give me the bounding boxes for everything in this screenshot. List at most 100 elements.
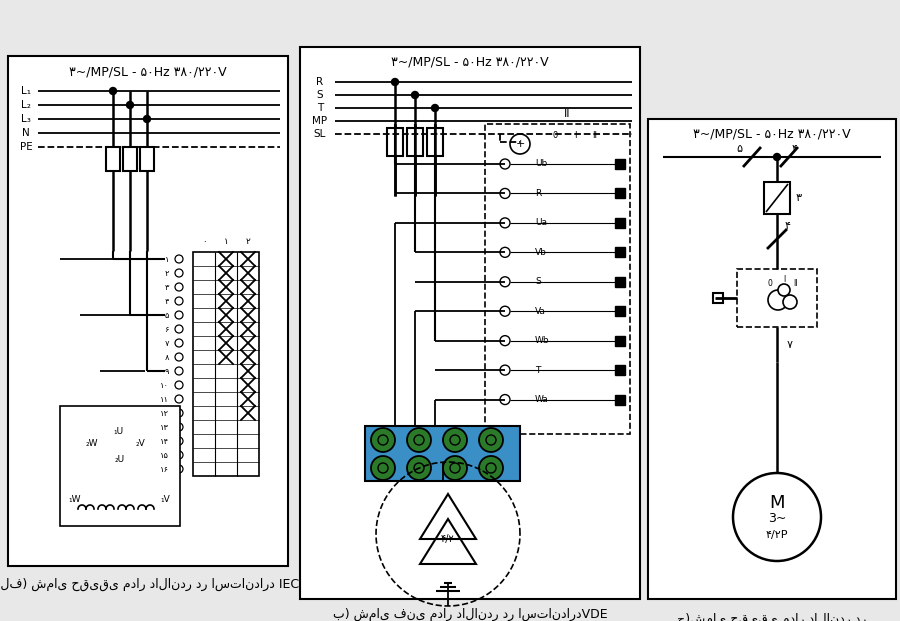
- Text: L₁: L₁: [21, 86, 31, 96]
- Text: ۲: ۲: [246, 237, 250, 247]
- Text: ۶: ۶: [165, 325, 169, 333]
- Circle shape: [392, 78, 399, 86]
- Circle shape: [175, 311, 183, 319]
- Text: ۷: ۷: [165, 338, 169, 348]
- Bar: [648, 119, 896, 599]
- Text: ۱۵: ۱۵: [160, 450, 169, 460]
- Bar: [615, 277, 625, 287]
- Text: Ua: Ua: [535, 219, 547, 227]
- Text: ₂V: ₂V: [135, 438, 145, 448]
- Circle shape: [500, 247, 510, 257]
- Text: ب) شمای فنی مدار دالاندر در استانداردVDE: ب) شمای فنی مدار دالاندر در استانداردVDE: [333, 607, 608, 620]
- Circle shape: [371, 428, 395, 452]
- Circle shape: [407, 428, 431, 452]
- Circle shape: [733, 473, 821, 561]
- Circle shape: [479, 456, 503, 480]
- Text: ۵: ۵: [165, 310, 169, 319]
- Circle shape: [175, 381, 183, 389]
- Text: الف) شمای حقیقی مدار دالاندر در استاندارد IEC: الف) شمای حقیقی مدار دالاندر در استاندار…: [0, 578, 299, 591]
- Text: Ub: Ub: [535, 160, 547, 168]
- Circle shape: [450, 435, 460, 445]
- Bar: [615, 247, 625, 257]
- Circle shape: [175, 465, 183, 473]
- Text: R: R: [535, 189, 541, 198]
- Text: ۵: ۵: [736, 144, 742, 154]
- Text: ۴: ۴: [165, 296, 169, 306]
- Text: L₃: L₃: [21, 114, 31, 124]
- Circle shape: [497, 130, 503, 137]
- Circle shape: [414, 463, 424, 473]
- Circle shape: [110, 88, 116, 94]
- Circle shape: [479, 428, 503, 452]
- Circle shape: [175, 325, 183, 333]
- Text: 0: 0: [553, 132, 558, 140]
- Circle shape: [175, 283, 183, 291]
- Circle shape: [378, 435, 388, 445]
- Text: ۳~/MP/SL - ۵۰Hz ۳۸۰/۲۲۰V: ۳~/MP/SL - ۵۰Hz ۳۸۰/۲۲۰V: [693, 127, 850, 140]
- Circle shape: [431, 104, 438, 112]
- Text: N: N: [22, 128, 30, 138]
- Circle shape: [486, 463, 496, 473]
- Text: S: S: [535, 278, 541, 286]
- Circle shape: [411, 91, 418, 99]
- Circle shape: [500, 277, 510, 287]
- Circle shape: [127, 101, 133, 109]
- Text: ۰: ۰: [202, 237, 206, 247]
- Circle shape: [175, 297, 183, 305]
- Text: ۴: ۴: [792, 144, 798, 154]
- Text: ۴: ۴: [785, 221, 791, 231]
- Text: ۱۱: ۱۱: [160, 394, 169, 404]
- Bar: [387, 128, 403, 156]
- Bar: [485, 124, 630, 434]
- Circle shape: [500, 159, 510, 169]
- Text: T: T: [535, 366, 540, 374]
- Text: Va: Va: [535, 307, 546, 315]
- Circle shape: [486, 435, 496, 445]
- Text: ۷: ۷: [787, 340, 793, 350]
- Bar: [615, 188, 625, 199]
- Circle shape: [783, 295, 797, 309]
- Circle shape: [175, 395, 183, 403]
- Circle shape: [443, 456, 467, 480]
- Text: ۱۲: ۱۲: [160, 409, 169, 417]
- Circle shape: [450, 463, 460, 473]
- Text: ۱۶: ۱۶: [160, 465, 169, 473]
- Text: +: +: [516, 139, 525, 149]
- Bar: [764, 182, 790, 214]
- Bar: [427, 128, 443, 156]
- Circle shape: [500, 188, 510, 199]
- Circle shape: [778, 284, 790, 296]
- Bar: [615, 306, 625, 316]
- Circle shape: [175, 437, 183, 445]
- Text: R: R: [317, 77, 324, 87]
- Bar: [615, 159, 625, 169]
- Text: ۴/۲P: ۴/۲P: [766, 530, 788, 540]
- Circle shape: [500, 306, 510, 316]
- Bar: [407, 128, 423, 156]
- Circle shape: [175, 423, 183, 431]
- Text: ₂U: ₂U: [115, 455, 125, 463]
- Circle shape: [443, 428, 467, 452]
- Text: ۱: ۱: [165, 255, 169, 263]
- Bar: [713, 293, 723, 303]
- Circle shape: [407, 456, 431, 480]
- Text: ۲: ۲: [165, 268, 169, 278]
- Bar: [193, 252, 259, 476]
- Circle shape: [500, 218, 510, 228]
- Text: MP: MP: [312, 116, 328, 126]
- Bar: [615, 218, 625, 228]
- Text: M: M: [770, 494, 785, 512]
- Text: Wa: Wa: [535, 395, 549, 404]
- Circle shape: [175, 353, 183, 361]
- Bar: [140, 147, 154, 171]
- Text: Vb: Vb: [535, 248, 547, 257]
- Circle shape: [768, 290, 788, 310]
- Bar: [106, 147, 120, 171]
- Text: Wb: Wb: [535, 336, 550, 345]
- Text: 3~: 3~: [768, 512, 787, 525]
- Circle shape: [175, 451, 183, 459]
- Text: ۳: ۳: [165, 283, 169, 291]
- Text: L₂: L₂: [21, 100, 31, 110]
- Text: II: II: [592, 132, 598, 140]
- Circle shape: [175, 367, 183, 375]
